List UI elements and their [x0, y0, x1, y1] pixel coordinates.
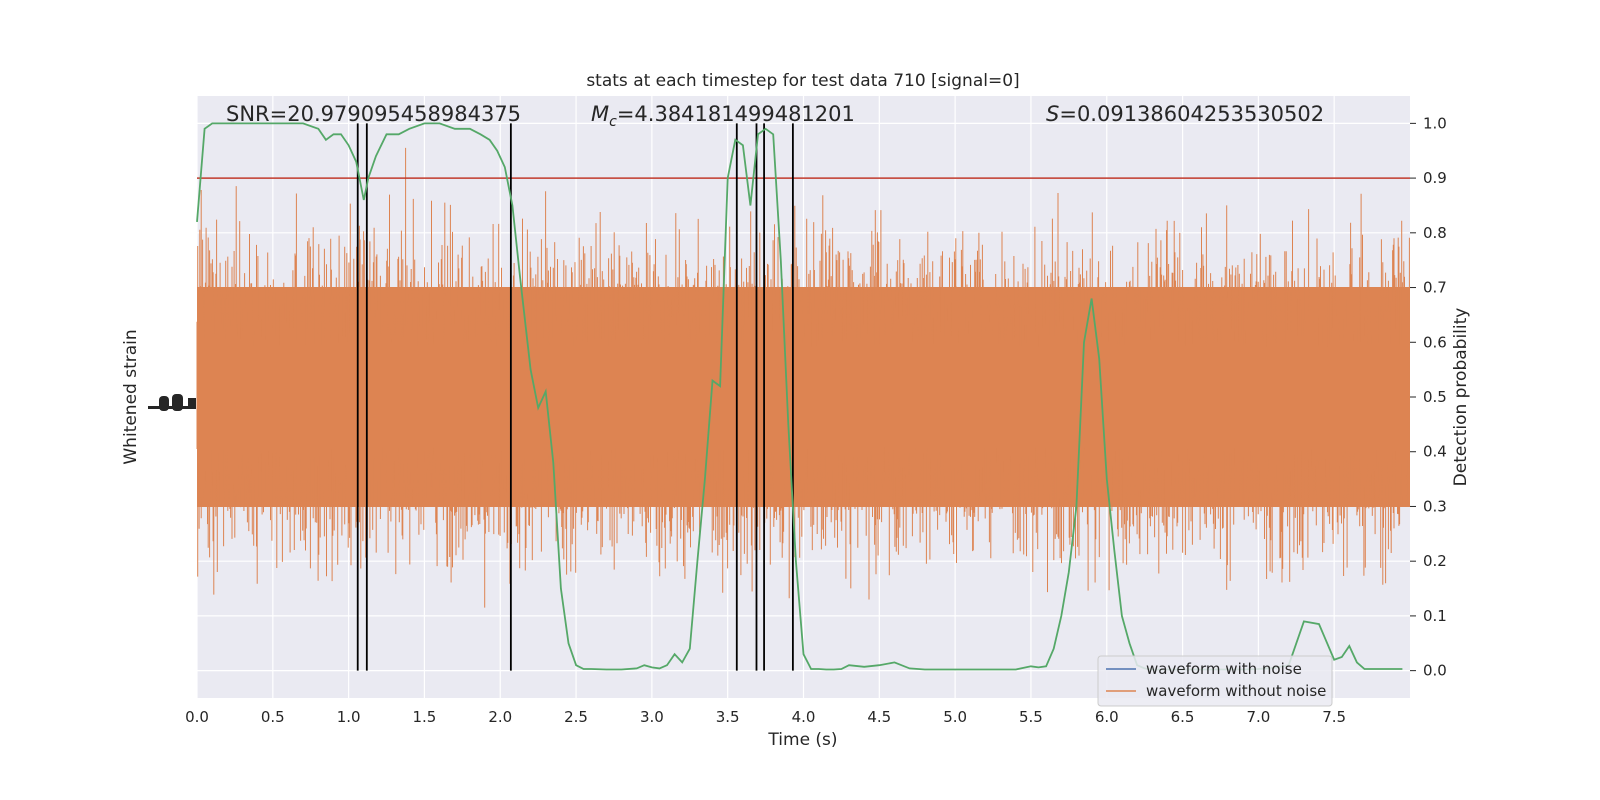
- x-axis-label: Time (s): [767, 730, 837, 750]
- chirp-mass-annotation: Mc=4.384181499481201: [591, 102, 855, 130]
- x-tick-label: 0.5: [261, 708, 285, 726]
- legend-box: [1097, 655, 1333, 707]
- right-tick-label: 0.0: [1423, 662, 1447, 680]
- x-tick-label: 5.5: [1019, 708, 1043, 726]
- x-tick-label: 7.0: [1246, 708, 1270, 726]
- right-tick-label: 0.5: [1423, 388, 1447, 406]
- right-tick-label: 0.2: [1423, 552, 1447, 570]
- right-tick-label: 0.6: [1423, 333, 1447, 351]
- x-tick-label: 3.0: [640, 708, 664, 726]
- right-tick-label: 1.0: [1423, 114, 1447, 132]
- x-tick-label: 4.0: [792, 708, 816, 726]
- event-markers: [356, 123, 794, 671]
- right-tick-label: 0.1: [1423, 607, 1447, 625]
- x-tick-label: 0.0: [185, 708, 209, 726]
- snr-annotation: SNR=20.979095458984375: [226, 102, 521, 126]
- legend: waveform with noise waveform without noi…: [1097, 655, 1333, 707]
- whitened-strain-trace: [196, 147, 1410, 608]
- x-tick-label: 2.0: [488, 708, 512, 726]
- x-tick-label: 4.5: [867, 708, 891, 726]
- right-tick-label: 0.9: [1423, 169, 1447, 187]
- legend-label-with-noise: waveform with noise: [1146, 660, 1302, 678]
- legend-label-without-noise: waveform without noise: [1146, 682, 1326, 700]
- right-tick-label: 0.7: [1423, 279, 1447, 297]
- x-tick-label: 2.5: [564, 708, 588, 726]
- chart-title: stats at each timestep for test data 710…: [586, 71, 1019, 91]
- x-tick-label: 6.0: [1095, 708, 1119, 726]
- x-tick-label: 1.0: [337, 708, 361, 726]
- right-tick-labels: 0.0 0.1 0.2 0.3 0.4 0.5 0.6 0.7 0.8 0.9 1.0: [1410, 114, 1447, 680]
- x-tick-label: 3.5: [716, 708, 740, 726]
- right-tick-label: 0.8: [1423, 224, 1447, 242]
- x-tick-label: 6.5: [1171, 708, 1195, 726]
- right-tick-label: 0.4: [1423, 443, 1447, 461]
- x-tick-label: 7.5: [1322, 708, 1346, 726]
- x-tick-label: 5.0: [943, 708, 967, 726]
- x-tick-labels: 0.0 0.5 1.0 1.5 2.0 2.5 3.0 3.5 4.0 4.5 5.0 5.5 6.0 6…: [185, 708, 1346, 726]
- x-tick-label: 1.5: [413, 708, 437, 726]
- right-axis-label: Detection probability: [1451, 308, 1471, 487]
- left-axis-label: Whitened strain: [121, 329, 141, 464]
- left-tick-glyphs: [148, 394, 196, 411]
- s-annotation: S=0.09138604253530502: [1046, 102, 1324, 126]
- right-tick-label: 0.3: [1423, 497, 1447, 515]
